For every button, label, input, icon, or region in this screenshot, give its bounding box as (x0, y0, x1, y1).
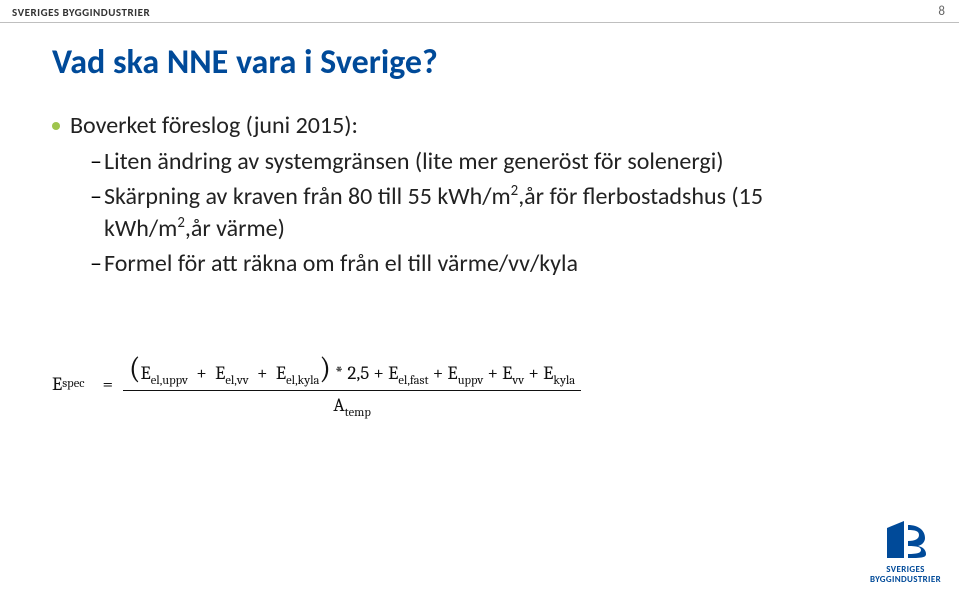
sub-bullet-text: Formel för att räkna om från el till vär… (104, 248, 872, 280)
bullet-level-1: Boverket föreslog (juni 2015): (52, 110, 872, 142)
sub-bullet: –Skärpning av kraven från 80 till 55 kWh… (90, 181, 872, 246)
logo-icon (884, 518, 928, 562)
formula-block: Espec=(Eel,uppv + Eel,vv + Eel,kyla) * 2… (52, 352, 902, 416)
header-divider (0, 22, 959, 23)
sub-bullet: –Liten ändring av systemgränsen (lite me… (90, 146, 872, 178)
bullet-lead-text: Boverket föreslog (juni 2015): (70, 110, 358, 142)
bullet-dot-icon (52, 122, 60, 130)
dash-icon: – (90, 146, 104, 178)
sub-bullet-text: Liten ändring av systemgränsen (lite mer… (104, 146, 872, 178)
header-label: SVERIGES BYGGINDUSTRIER (12, 6, 150, 19)
page-number: 8 (938, 4, 945, 19)
sub-bullet-text: Skärpning av kraven från 80 till 55 kWh/… (104, 181, 872, 246)
dash-icon: – (90, 248, 104, 280)
sub-bullet: –Formel för att räkna om från el till vä… (90, 248, 872, 280)
slide-title: Vad ska NNE vara i Sverige? (52, 42, 438, 83)
dash-icon: – (90, 181, 104, 213)
footer-logo-block: SVERIGESBYGGINDUSTRIER (870, 518, 941, 584)
body-content: Boverket föreslog (juni 2015): –Liten än… (52, 110, 872, 282)
brand-text: SVERIGESBYGGINDUSTRIER (870, 565, 941, 584)
